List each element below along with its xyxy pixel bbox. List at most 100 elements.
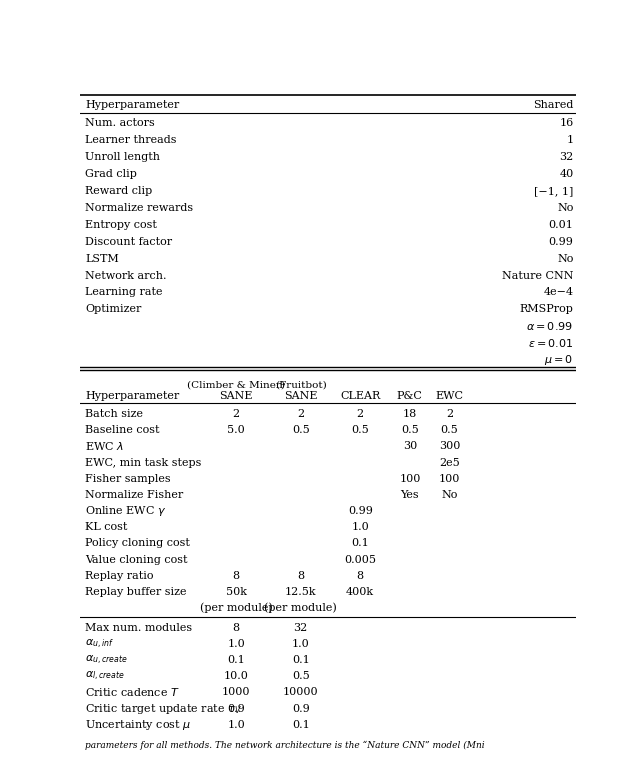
Text: 0.1: 0.1 <box>351 538 369 548</box>
Text: Reward clip: Reward clip <box>85 186 152 196</box>
Text: 32: 32 <box>559 152 573 162</box>
Text: Network arch.: Network arch. <box>85 271 166 281</box>
Text: $\alpha_{u,inf}$: $\alpha_{u,inf}$ <box>85 638 114 651</box>
Text: 0.99: 0.99 <box>348 506 372 516</box>
Text: 1.0: 1.0 <box>227 639 245 649</box>
Text: No: No <box>442 490 458 500</box>
Text: KL cost: KL cost <box>85 522 127 532</box>
Text: Entropy cost: Entropy cost <box>85 220 157 230</box>
Text: 10.0: 10.0 <box>224 671 249 681</box>
Text: Value cloning cost: Value cloning cost <box>85 554 188 564</box>
Text: 40: 40 <box>559 169 573 179</box>
Text: 0.5: 0.5 <box>441 425 458 435</box>
Text: Num. actors: Num. actors <box>85 118 155 128</box>
Text: 8: 8 <box>297 571 304 581</box>
Text: CLEAR: CLEAR <box>340 391 380 401</box>
Text: 0.9: 0.9 <box>227 704 245 714</box>
Text: P&C: P&C <box>397 391 423 401</box>
Text: 0.1: 0.1 <box>227 655 245 665</box>
Text: 0.5: 0.5 <box>351 425 369 435</box>
Text: Replay ratio: Replay ratio <box>85 571 154 581</box>
Text: (Climber & Miner): (Climber & Miner) <box>188 381 285 389</box>
Text: Critic cadence $T$: Critic cadence $T$ <box>85 687 180 698</box>
Text: 0.5: 0.5 <box>401 425 419 435</box>
Text: $\mu = 0$: $\mu = 0$ <box>545 353 573 368</box>
Text: 8: 8 <box>356 571 364 581</box>
Text: No: No <box>557 254 573 264</box>
Text: Grad clip: Grad clip <box>85 169 137 179</box>
Text: 1000: 1000 <box>222 687 250 697</box>
Text: 2: 2 <box>356 409 364 419</box>
Text: 300: 300 <box>439 441 460 451</box>
Text: 16: 16 <box>559 118 573 128</box>
Text: Baseline cost: Baseline cost <box>85 425 159 435</box>
Text: SANE: SANE <box>284 391 317 401</box>
Text: $\alpha_{l,create}$: $\alpha_{l,create}$ <box>85 670 125 683</box>
Text: Nature CNN: Nature CNN <box>502 271 573 281</box>
Text: 2: 2 <box>233 409 240 419</box>
Text: Hyperparameter: Hyperparameter <box>85 100 179 110</box>
Text: Shared: Shared <box>533 100 573 110</box>
Text: Learner threads: Learner threads <box>85 135 177 145</box>
Text: Yes: Yes <box>401 490 419 500</box>
Text: 50k: 50k <box>226 587 247 597</box>
Text: (per module): (per module) <box>264 603 337 614</box>
Text: 0.1: 0.1 <box>292 720 310 730</box>
Text: No: No <box>557 203 573 213</box>
Text: 18: 18 <box>403 409 417 419</box>
Text: (per module): (per module) <box>200 603 273 614</box>
Text: 4e−4: 4e−4 <box>543 288 573 298</box>
Text: 32: 32 <box>294 623 308 633</box>
Text: Policy cloning cost: Policy cloning cost <box>85 538 190 548</box>
Text: 10000: 10000 <box>283 687 319 697</box>
Text: Optimizer: Optimizer <box>85 305 141 315</box>
Text: RMSProp: RMSProp <box>520 305 573 315</box>
Text: Discount factor: Discount factor <box>85 237 172 247</box>
Text: 0.005: 0.005 <box>344 554 376 564</box>
Text: 0.1: 0.1 <box>292 655 310 665</box>
Text: Hyperparameter: Hyperparameter <box>85 391 179 401</box>
Text: Critic target update rate $\tau_V$: Critic target update rate $\tau_V$ <box>85 701 242 716</box>
Text: 0.5: 0.5 <box>292 425 310 435</box>
Text: 5.0: 5.0 <box>227 425 245 435</box>
Text: 100: 100 <box>399 474 420 484</box>
Text: Learning rate: Learning rate <box>85 288 163 298</box>
Text: Unroll length: Unroll length <box>85 152 160 162</box>
Text: EWC: EWC <box>435 391 463 401</box>
Text: [−1, 1]: [−1, 1] <box>534 186 573 196</box>
Text: 8: 8 <box>233 623 240 633</box>
Text: parameters for all methods. The network architecture is the “Nature CNN” model (: parameters for all methods. The network … <box>85 741 484 750</box>
Text: $\epsilon = 0.01$: $\epsilon = 0.01$ <box>528 338 573 349</box>
Text: 0.01: 0.01 <box>548 220 573 230</box>
Text: 1.0: 1.0 <box>292 639 310 649</box>
Text: 400k: 400k <box>346 587 374 597</box>
Text: 1.0: 1.0 <box>227 720 245 730</box>
Text: Normalize Fisher: Normalize Fisher <box>85 490 183 500</box>
Text: 0.9: 0.9 <box>292 704 310 714</box>
Text: $\alpha = 0.99$: $\alpha = 0.99$ <box>527 321 573 332</box>
Text: 2: 2 <box>297 409 304 419</box>
Text: (Fruitbot): (Fruitbot) <box>275 381 326 389</box>
Text: Uncertainty cost $\mu$: Uncertainty cost $\mu$ <box>85 717 191 732</box>
Text: Online EWC $\gamma$: Online EWC $\gamma$ <box>85 504 166 518</box>
Text: SANE: SANE <box>220 391 253 401</box>
Text: $\alpha_{u,create}$: $\alpha_{u,create}$ <box>85 654 128 667</box>
Text: LSTM: LSTM <box>85 254 118 264</box>
Text: 0.99: 0.99 <box>548 237 573 247</box>
Text: Normalize rewards: Normalize rewards <box>85 203 193 213</box>
Text: 1.0: 1.0 <box>351 522 369 532</box>
Text: 0.5: 0.5 <box>292 671 310 681</box>
Text: Replay buffer size: Replay buffer size <box>85 587 186 597</box>
Text: Max num. modules: Max num. modules <box>85 623 192 633</box>
Text: 100: 100 <box>439 474 460 484</box>
Text: 12.5k: 12.5k <box>285 587 317 597</box>
Text: 2: 2 <box>446 409 453 419</box>
Text: Fisher samples: Fisher samples <box>85 474 171 484</box>
Text: 2e5: 2e5 <box>439 458 460 468</box>
Text: Batch size: Batch size <box>85 409 143 419</box>
Text: EWC, min task steps: EWC, min task steps <box>85 458 202 468</box>
Text: EWC $\lambda$: EWC $\lambda$ <box>85 441 124 452</box>
Text: 8: 8 <box>233 571 240 581</box>
Text: 1: 1 <box>566 135 573 145</box>
Text: 30: 30 <box>403 441 417 451</box>
